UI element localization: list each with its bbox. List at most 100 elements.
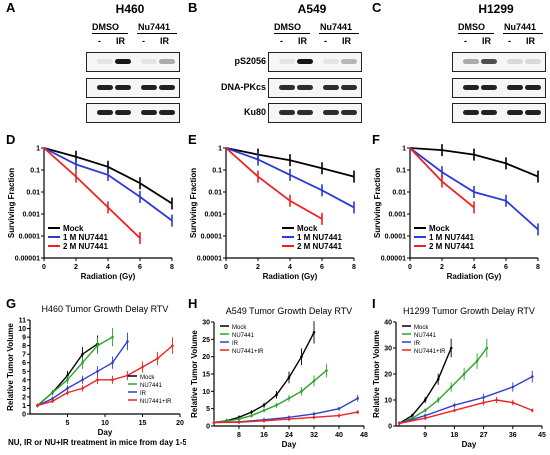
data-point (300, 390, 303, 393)
blot-band (97, 85, 113, 90)
blot-strip (452, 78, 546, 98)
lane-label: IR (116, 36, 125, 46)
data-point (96, 369, 99, 373)
data-point (423, 398, 427, 402)
x-axis-label: Radiation (Gy) (81, 272, 136, 281)
chart-title: A549 (276, 142, 305, 143)
chart-d-h460-survival: H460 0 2 4 6 8 1 0.1 0.01 0.001 0.0001 0.00001 Radia… (7, 142, 174, 281)
blot-strip (86, 52, 180, 72)
blot-band (463, 85, 479, 90)
legend-label: NU7441 (414, 333, 437, 339)
y-axis-label: Relative Tumor Volume (6, 323, 15, 411)
legend-label: 1 M NU7441 (429, 233, 474, 242)
blot-band (525, 85, 541, 90)
data-point (449, 346, 453, 350)
data-point (337, 407, 341, 410)
y-tick-label: 3 (22, 386, 26, 393)
group-underline (137, 33, 177, 34)
group-underline (458, 33, 494, 34)
blot-band (159, 110, 175, 115)
data-point (81, 352, 84, 356)
data-point (36, 404, 39, 407)
legend-label: Mock (140, 375, 155, 381)
x-axis-label: Radiation (Gy) (263, 272, 318, 281)
blot-band (97, 110, 113, 115)
data-point (237, 417, 241, 421)
data-point (423, 416, 427, 420)
blot-title: A549 (297, 2, 327, 16)
blot-band (115, 85, 131, 90)
chart-title: H460 Tumor Growth Delay RTV (42, 304, 169, 314)
data-point (51, 397, 54, 400)
blot-band (159, 85, 175, 90)
blot-band (141, 85, 157, 90)
y-tick-label: 0.0001 (201, 234, 223, 241)
x-tick-label: 2 (74, 264, 78, 271)
data-point (51, 399, 54, 403)
blot-band (141, 110, 157, 115)
x-tick-label: 18 (451, 432, 459, 439)
legend-label: NU7441 (232, 333, 255, 339)
x-tick-label: 8 (536, 264, 540, 271)
y-tick-label: 20 (384, 372, 392, 379)
y-tick-label: 10 (18, 326, 26, 333)
x-tick-label: 27 (480, 432, 488, 439)
data-point (423, 414, 427, 417)
lane-label: IR (482, 36, 491, 46)
panel-label-h: H (188, 296, 198, 311)
blot-band (341, 85, 357, 90)
data-point (312, 416, 316, 419)
legend-label: NU7441 (140, 383, 163, 389)
data-point (397, 422, 401, 425)
x-tick-label: 2 (440, 264, 444, 271)
legend-label: Mock (429, 224, 450, 233)
panel-label-g: G (6, 296, 17, 311)
lane-label: - (98, 36, 101, 46)
x-tick-label: 6 (320, 264, 324, 271)
data-point (156, 357, 159, 360)
data-point (66, 387, 69, 390)
lane-label: IR (342, 36, 351, 46)
blot-band (159, 59, 175, 64)
y-tick-label: 0.01 (26, 190, 40, 197)
group-underline (319, 33, 359, 34)
data-point (511, 385, 515, 389)
blot-band (297, 59, 313, 64)
blot-band (323, 85, 339, 90)
lane-label: IR (526, 36, 535, 46)
data-point (475, 359, 479, 363)
y-tick-label: 0.00001 (381, 256, 406, 263)
panel-label-f: F (372, 132, 380, 147)
lane-label: IR (160, 36, 169, 46)
legend-label: Mock (232, 325, 247, 331)
data-point (453, 403, 456, 407)
y-tick-label: 0.01 (392, 190, 406, 197)
blot-band (323, 110, 339, 115)
x-tick-label: 5 (66, 420, 70, 427)
data-point (81, 361, 84, 365)
blot-group-label: DMSO (458, 22, 485, 32)
panel-label-a: A (6, 0, 16, 15)
data-point (66, 378, 69, 382)
data-point (171, 344, 174, 347)
chart-e-a549-survival: A549 0 2 4 6 8 1 0.1 0.01 0.001 0.0001 0.00001 Radia… (189, 142, 356, 281)
data-point (287, 396, 291, 400)
data-point (66, 374, 69, 377)
data-point (312, 331, 316, 334)
blot-strip (452, 103, 546, 123)
series-line (398, 375, 533, 425)
y-tick-label: 0.1 (396, 168, 406, 175)
blot-strip (452, 52, 546, 72)
y-tick-label: 4 (22, 377, 26, 384)
x-tick-label: 2 (256, 264, 260, 271)
data-point (237, 420, 241, 424)
series-line (398, 347, 488, 425)
data-point (287, 376, 291, 379)
lane-label: - (324, 36, 327, 46)
chart-title: A549 Tumor Growth Delay RTV (226, 306, 352, 316)
panel-label-i: I (372, 296, 376, 311)
legend-label: NU7441+IR (140, 399, 172, 405)
chart-title: H1299 (456, 142, 492, 143)
blot-band (115, 59, 131, 64)
